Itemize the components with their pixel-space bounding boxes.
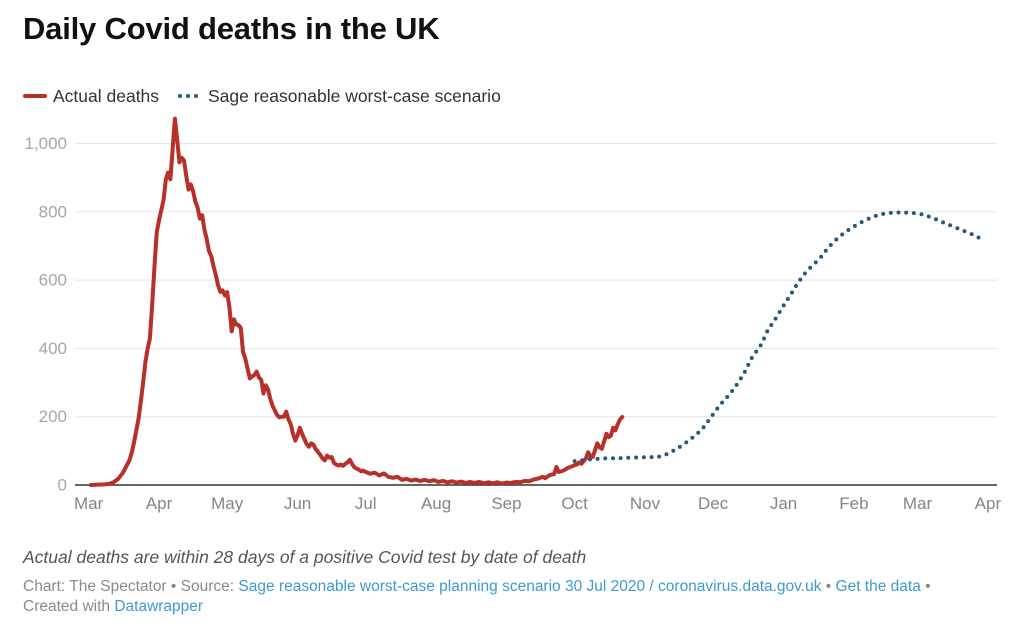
separator: • xyxy=(825,578,832,595)
x-tick-label: Nov xyxy=(630,494,661,513)
gridlines xyxy=(75,143,997,418)
chart-title: Daily Covid deaths in the UK xyxy=(23,11,440,46)
x-tick-label: Feb xyxy=(839,494,868,513)
source-label: Source: xyxy=(180,578,235,595)
legend-dot xyxy=(194,94,198,98)
x-tick-label: May xyxy=(211,494,244,513)
x-tick-label: Jun xyxy=(284,494,311,513)
created-with-label: Created with xyxy=(23,598,111,615)
byline-line-1: Chart: The Spectator • Source: Sage reas… xyxy=(23,577,931,597)
y-tick-label: 1,000 xyxy=(24,134,67,153)
x-tick-label: Jan xyxy=(770,494,797,513)
legend-dot xyxy=(178,94,182,98)
separator: • xyxy=(170,578,177,595)
axes: 0 200 400 600 800 1,000 Mar Apr May Jun Jul Aug Sep O… xyxy=(24,134,1001,513)
x-tick-label: Mar xyxy=(903,494,933,513)
datawrapper-link[interactable]: Datawrapper xyxy=(114,598,204,615)
x-tick-label: Jul xyxy=(355,494,377,513)
x-tick-label: Apr xyxy=(146,494,173,513)
x-tick-label: Dec xyxy=(698,494,729,513)
y-tick-label: 200 xyxy=(39,407,67,426)
separator: • xyxy=(925,578,931,595)
legend-dot xyxy=(186,94,190,98)
x-tick-label: Mar xyxy=(74,494,104,513)
byline-line-2: Created with Datawrapper xyxy=(23,597,203,617)
series-line-actual-deaths xyxy=(88,116,625,487)
get-the-data-link[interactable]: Get the data xyxy=(835,578,921,595)
x-tick-label: Apr xyxy=(975,494,1002,513)
y-tick-label: 400 xyxy=(39,339,67,358)
legend-swatch-scenario xyxy=(178,94,200,98)
x-tick-label: Oct xyxy=(561,494,588,513)
chart-credit: Chart: The Spectator xyxy=(23,578,167,595)
x-tick-label: Aug xyxy=(421,494,451,513)
y-tick-label: 600 xyxy=(39,271,67,290)
chart-note: Actual deaths are within 28 days of a po… xyxy=(23,547,587,567)
legend-swatch-actual-deaths xyxy=(23,94,47,98)
legend-label-actual-deaths: Actual deaths xyxy=(53,86,160,106)
y-tick-label: 0 xyxy=(58,476,67,495)
y-tick-label: 800 xyxy=(39,202,67,221)
series-line-sage-reasonable-worst-case-scenario xyxy=(572,210,986,464)
x-tick-label: Sep xyxy=(491,494,521,513)
legend-label-scenario: Sage reasonable worst-case scenario xyxy=(208,86,501,106)
source-link[interactable]: Sage reasonable worst-case planning scen… xyxy=(238,578,822,595)
series xyxy=(88,116,986,487)
